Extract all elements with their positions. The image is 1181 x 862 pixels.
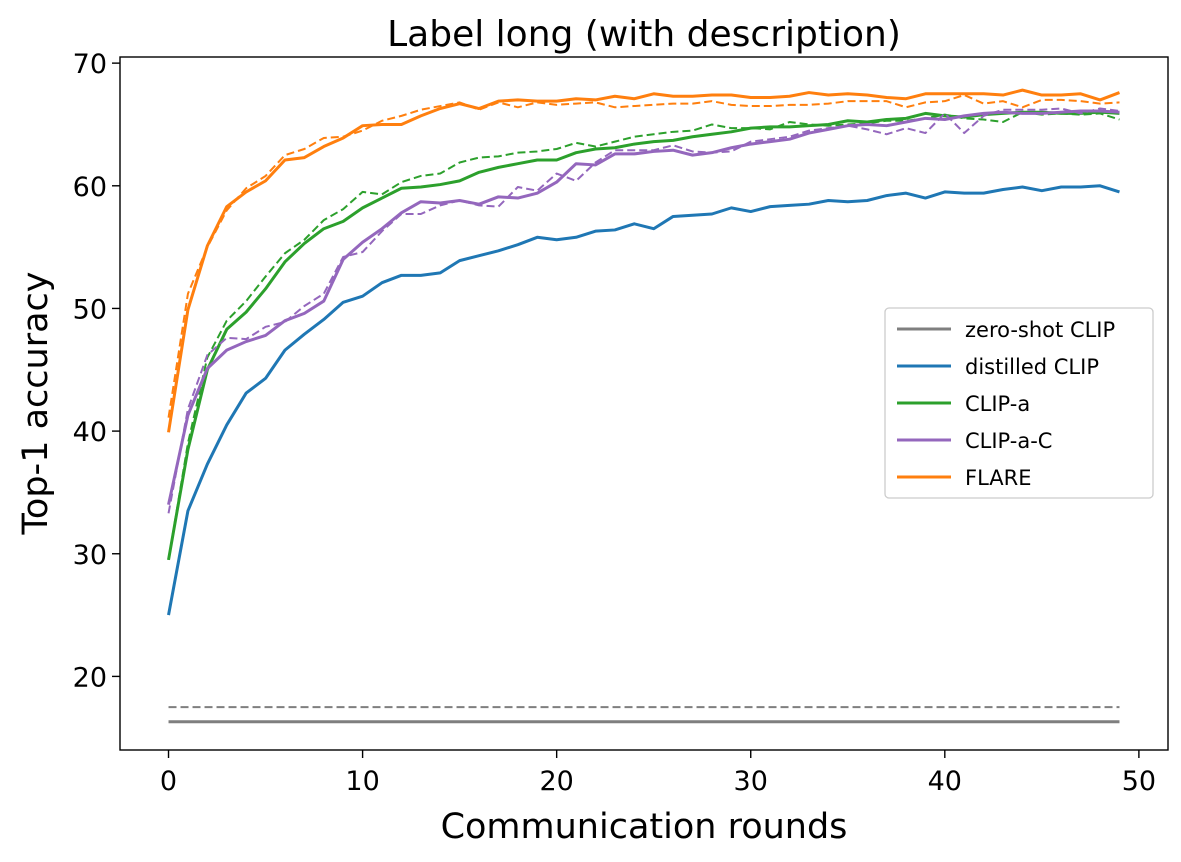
legend-label: FLARE xyxy=(965,466,1032,490)
series-distilled-clip-line xyxy=(167,184,1120,616)
series-flare-line xyxy=(167,88,1121,433)
legend-label: distilled CLIP xyxy=(965,355,1099,379)
series-layer xyxy=(167,88,1121,724)
tick-layer: 0 10 20 30 40 50 20 30 40 50 60 70 xyxy=(73,49,1156,797)
y-tick-label: 70 xyxy=(73,49,107,80)
series-clip-a-c xyxy=(167,107,1120,514)
legend-label: CLIP-a xyxy=(965,392,1030,416)
series-distilled-clip xyxy=(167,184,1120,616)
legend-box xyxy=(884,307,1154,499)
series-clip-a-c-dashed-line xyxy=(167,107,1120,514)
y-tick-label: 60 xyxy=(73,172,107,203)
y-axis-label: Top-1 accuracy xyxy=(16,272,56,536)
legend-item-distilled-clip: distilled CLIP xyxy=(897,355,1099,379)
y-tick-label: 50 xyxy=(73,294,107,325)
x-tick-label: 50 xyxy=(1122,766,1156,797)
y-tick-label: 30 xyxy=(73,540,107,571)
chart-title: Label long (with description) xyxy=(387,14,901,55)
legend-item-clip-a-c: CLIP-a-C xyxy=(897,429,1052,453)
x-tick-label: 30 xyxy=(734,766,768,797)
legend-item-flare: FLARE xyxy=(897,466,1032,490)
y-tick-label: 20 xyxy=(73,662,107,693)
plot-frame xyxy=(119,56,1169,751)
series-flare xyxy=(167,88,1121,433)
y-tick-label: 40 xyxy=(73,417,107,448)
x-tick-label: 10 xyxy=(345,766,379,797)
series-zero-shot-clip xyxy=(168,706,1120,724)
series-clip-a-c-line xyxy=(167,109,1120,506)
legend-label: zero-shot CLIP xyxy=(965,318,1115,342)
legend: zero-shot CLIP distilled CLIP CLIP-a CLIP-a… xyxy=(884,307,1154,499)
legend-label: CLIP-a-C xyxy=(965,429,1052,453)
legend-item-clip-a: CLIP-a xyxy=(897,392,1030,416)
series-flare-dashed-line xyxy=(167,94,1120,418)
x-tick-label: 20 xyxy=(539,766,573,797)
x-tick-label: 40 xyxy=(928,766,962,797)
legend-item-zero-shot-clip: zero-shot CLIP xyxy=(897,318,1115,342)
x-axis-label: Communication rounds xyxy=(441,807,848,847)
x-tick-label: 0 xyxy=(160,766,177,797)
